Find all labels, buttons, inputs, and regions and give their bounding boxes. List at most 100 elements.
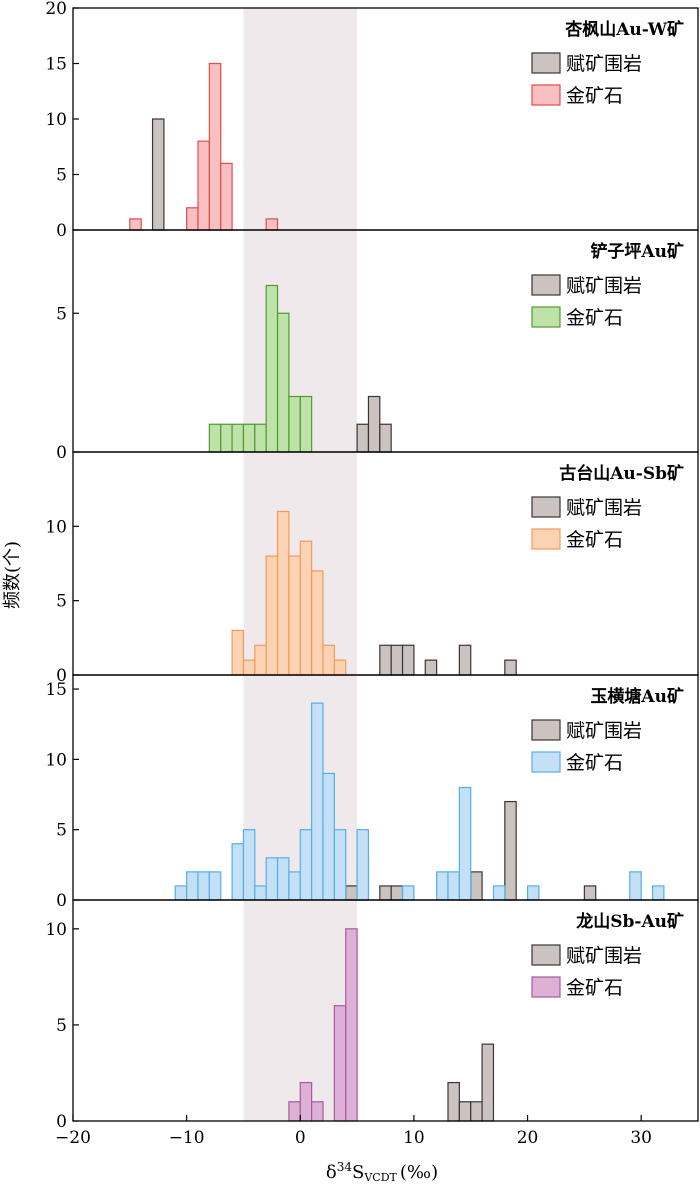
x-axis-title-delta: δ <box>326 1162 337 1183</box>
host-rock-bar <box>356 423 370 453</box>
legend-swatch-host-rock <box>531 52 561 74</box>
host-rock-bar <box>470 1101 483 1122</box>
panel-frame <box>72 7 699 231</box>
x-tick-label: −10 <box>169 1128 205 1148</box>
host-rock-bar <box>504 659 517 676</box>
ore-bar <box>265 218 279 231</box>
legend-label-host-rock: 赋矿围岩 <box>566 275 642 297</box>
ore-bar <box>299 829 313 901</box>
host-rock-bar <box>504 800 517 901</box>
host-rock-bar <box>470 871 483 901</box>
ore-bar <box>288 555 301 676</box>
ore-bar <box>333 829 347 901</box>
y-tick-label: 20 <box>45 0 67 19</box>
ore-bar <box>276 312 290 453</box>
legend-swatch-ore <box>531 306 561 328</box>
y-tick-label: 5 <box>56 1016 67 1036</box>
ore-bar <box>231 629 245 676</box>
y-tick-label: 10 <box>45 750 67 770</box>
host-rock-bar <box>151 118 165 231</box>
ore-bar <box>333 1005 347 1122</box>
y-tick-label: 5 <box>56 592 67 612</box>
legend-label-ore: 金矿石 <box>566 977 623 999</box>
host-rock-bar <box>379 885 392 901</box>
ore-bar <box>254 644 267 676</box>
x-axis-title-unit: (‰) <box>400 1162 438 1183</box>
ore-bar <box>322 772 335 901</box>
host-rock-bar <box>367 395 381 453</box>
host-rock-bar <box>424 659 438 676</box>
ore-bar <box>447 871 460 901</box>
panel-frame <box>72 899 699 1122</box>
panel-title: 铲子坪Au矿 <box>590 241 684 262</box>
host-rock-bar <box>390 885 404 901</box>
y-tick-label: 10 <box>45 110 67 130</box>
y-tick-label: 10 <box>45 920 67 940</box>
legend-label-host-rock: 赋矿围岩 <box>566 945 642 967</box>
ore-bar <box>208 423 222 453</box>
ore-bar <box>220 423 233 453</box>
legend-label-ore: 金矿石 <box>566 529 623 551</box>
legend-label-ore: 金矿石 <box>566 307 623 329</box>
ore-bar <box>265 284 279 453</box>
y-tick-label: 0 <box>56 666 67 686</box>
legend-swatch-host-rock <box>531 719 561 741</box>
panels-layer: 05101520杏枫山Au-W矿赋矿围岩金矿石05铲子坪Au矿赋矿围岩金矿石05… <box>45 0 699 1132</box>
ore-bar <box>254 885 267 901</box>
ore-bar <box>356 829 370 901</box>
ore-bar <box>299 540 313 676</box>
legend-swatch-host-rock <box>531 496 561 518</box>
x-axis-layer: −20 −10 0 10 20 30 <box>55 1115 652 1148</box>
ore-bar <box>220 162 233 231</box>
ore-bar <box>288 871 301 901</box>
ore-bar <box>651 885 665 901</box>
ore-bar <box>311 570 324 676</box>
y-tick-label: 5 <box>56 304 67 324</box>
ore-bar <box>333 659 347 676</box>
ore-bar <box>526 885 540 901</box>
ore-bar <box>186 871 199 901</box>
legend-swatch-ore <box>531 976 561 998</box>
y-tick-label: 0 <box>56 221 67 241</box>
ore-bar <box>299 1081 313 1122</box>
ore-bar <box>299 395 313 453</box>
ore-bar <box>197 140 210 231</box>
panel-frame <box>72 451 699 676</box>
ore-bar <box>276 857 290 901</box>
host-rock-bar <box>401 644 415 676</box>
legend-label-host-rock: 赋矿围岩 <box>566 720 642 742</box>
legend-swatch-ore <box>531 528 561 550</box>
ore-bar <box>129 218 142 231</box>
panel-title: 古台山Au-Sb矿 <box>559 463 684 484</box>
ore-bar <box>242 423 256 453</box>
ore-bar <box>265 555 279 676</box>
host-rock-bar <box>481 1043 495 1122</box>
ore-bar <box>197 871 210 901</box>
legend-swatch-host-rock <box>531 944 561 966</box>
legend-label-host-rock: 赋矿围岩 <box>566 497 642 519</box>
ore-bar <box>345 928 358 1122</box>
x-tick-label: 10 <box>403 1128 425 1148</box>
x-tick-label: 0 <box>295 1128 306 1148</box>
ore-bar <box>186 207 199 231</box>
panel-title: 杏枫山Au-W矿 <box>565 19 684 40</box>
host-rock-bar <box>379 644 392 676</box>
ore-bar <box>288 395 301 453</box>
ore-bar <box>492 885 506 901</box>
legend-swatch-host-rock <box>531 274 561 296</box>
legend-swatch-ore <box>531 84 561 106</box>
legend-label-ore: 金矿石 <box>566 85 623 107</box>
ore-bar <box>311 1101 324 1122</box>
y-tick-label: 10 <box>45 517 67 537</box>
y-axis-title: 频数(个) <box>2 541 23 609</box>
ore-bar <box>276 510 290 676</box>
ore-bar <box>174 885 188 901</box>
x-axis-title-subscript: VCDT <box>363 1171 397 1184</box>
y-tick-label: 15 <box>45 55 67 75</box>
panel-frame <box>72 674 699 901</box>
